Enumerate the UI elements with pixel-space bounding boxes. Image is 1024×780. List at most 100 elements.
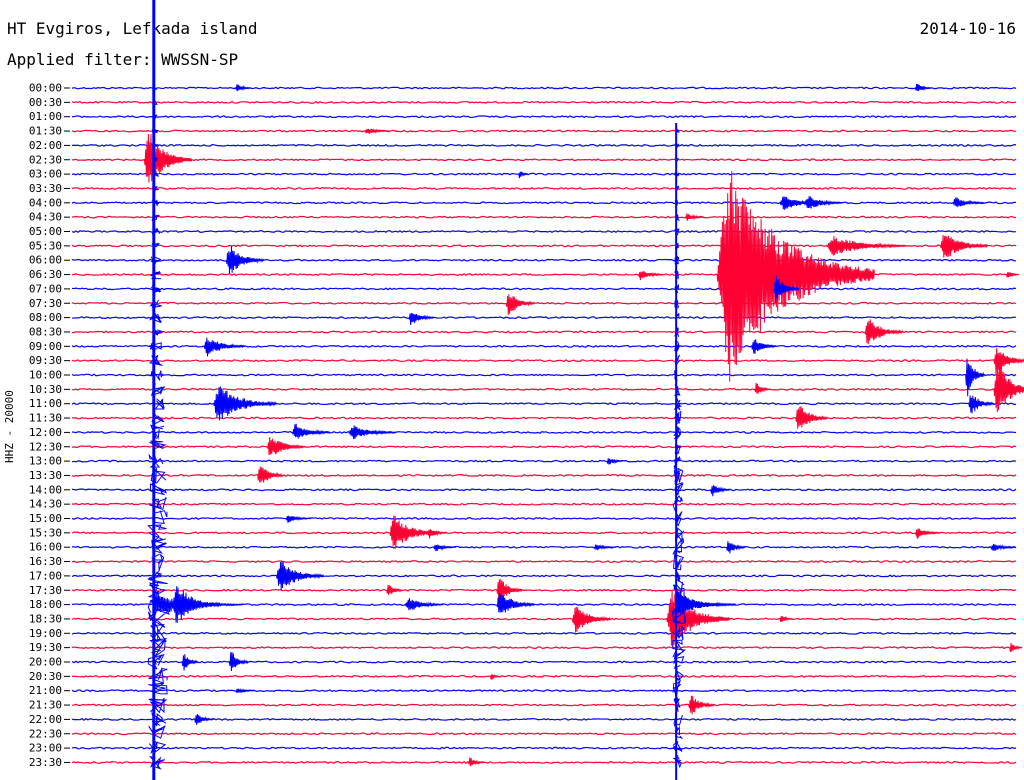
time-tick-label: 02:00 — [29, 139, 62, 152]
time-tick-label: 22:30 — [29, 727, 62, 740]
trace-line-0200 — [71, 143, 1017, 147]
seismic-event — [751, 339, 778, 354]
seismic-event — [386, 585, 403, 595]
time-tick-label: 05:30 — [29, 239, 62, 252]
trace-line-0700 — [71, 287, 1017, 291]
large-event-waveform — [147, 85, 170, 770]
time-tick-label: 18:30 — [29, 612, 62, 625]
time-tick-label: 23:30 — [29, 756, 62, 769]
time-tick-label: 21:00 — [29, 684, 62, 697]
trace-line-0830 — [71, 330, 1017, 334]
trace-line-1130 — [71, 416, 1017, 420]
time-tick-label: 03:00 — [29, 168, 62, 181]
trace-line-1500 — [71, 517, 1017, 520]
trace-line-1300 — [71, 459, 1017, 463]
trace-line-0600 — [71, 258, 1017, 262]
seismic-event — [914, 528, 941, 539]
large-event-onset — [153, 592, 244, 613]
time-tick-label: 23:00 — [29, 742, 62, 755]
seismic-event — [710, 485, 731, 497]
seismic-event — [505, 294, 536, 315]
trace-line-2030 — [71, 674, 1017, 678]
seismic-event — [968, 395, 995, 414]
trace-line-1700 — [71, 574, 1017, 578]
trace-line-1900 — [71, 631, 1017, 635]
seismic-event — [826, 236, 907, 256]
trace-line-2100 — [71, 689, 1017, 693]
time-tick-label: 07:30 — [29, 297, 62, 310]
seismic-event — [726, 541, 746, 554]
time-tick-label: 08:00 — [29, 311, 62, 324]
seismic-event — [754, 382, 771, 394]
time-tick-label: 12:00 — [29, 426, 62, 439]
time-tick-label: 10:00 — [29, 369, 62, 382]
seismic-event — [688, 695, 715, 715]
trace-line-2130 — [71, 703, 1017, 707]
seismic-event — [571, 606, 611, 633]
trace-line-1530 — [71, 531, 1017, 535]
seismic-event — [1006, 271, 1020, 278]
trace-line-0130 — [71, 129, 1017, 133]
time-tick-label: 04:00 — [29, 196, 62, 209]
trace-line-2330 — [71, 760, 1017, 764]
time-tick-label: 16:30 — [29, 555, 62, 568]
seismic-event — [408, 312, 435, 326]
trace-line-1200 — [71, 430, 1017, 434]
trace-line-0000 — [71, 86, 1017, 90]
station-title: HT Evgiros, Lefkada island — [7, 19, 258, 38]
seismic-event — [257, 466, 284, 483]
trace-line-2000 — [71, 660, 1017, 664]
seismic-event — [864, 319, 904, 345]
time-tick-label: 17:30 — [29, 584, 62, 597]
trace-line-1630 — [71, 560, 1017, 564]
time-tick-label: 01:00 — [29, 110, 62, 123]
seismic-event — [773, 275, 800, 303]
trace-line-0030 — [71, 100, 1017, 104]
time-tick-label: 16:00 — [29, 541, 62, 554]
seismic-event — [490, 673, 501, 680]
seismic-event — [213, 386, 277, 421]
seismic-event — [795, 406, 828, 429]
seismic-event — [940, 234, 989, 258]
seismic-event — [266, 436, 306, 456]
seismic-event — [606, 458, 623, 465]
time-tick-label: 08:30 — [29, 325, 62, 338]
record-date: 2014-10-16 — [919, 19, 1016, 38]
seismic-event — [143, 133, 193, 183]
time-tick-label: 10:30 — [29, 383, 62, 396]
trace-line-1730 — [71, 588, 1017, 592]
trace-line-0330 — [71, 186, 1017, 190]
trace-line-1830 — [71, 617, 1017, 621]
trace-line-0430 — [71, 215, 1017, 219]
seismic-event — [965, 358, 985, 397]
seismic-traces — [71, 86, 1017, 764]
trace-line-1600 — [71, 545, 1017, 549]
time-tick-label: 20:30 — [29, 670, 62, 683]
seismic-event — [405, 597, 444, 611]
seismic-event — [952, 197, 985, 208]
seismic-event — [433, 544, 457, 552]
seismic-event — [181, 654, 199, 671]
large-event-waveform — [671, 128, 686, 769]
trace-line-0930 — [71, 359, 1017, 363]
seismic-event — [518, 171, 529, 179]
trace-line-0230 — [71, 158, 1017, 162]
time-tick-label: 17:00 — [29, 569, 62, 582]
large-event-onset — [675, 592, 737, 615]
seismic-event — [637, 270, 664, 281]
time-tick-label: 09:00 — [29, 340, 62, 353]
seismic-event — [235, 84, 252, 92]
time-tick-label: 18:00 — [29, 598, 62, 611]
time-tick-label: 13:00 — [29, 455, 62, 468]
time-tick-label: 00:30 — [29, 96, 62, 109]
large-event — [671, 123, 737, 780]
seismic-event — [203, 337, 246, 357]
trace-line-2200 — [71, 717, 1017, 721]
trace-line-1030 — [71, 387, 1017, 391]
seismic-event — [1009, 642, 1023, 652]
time-tick-label: 00:00 — [29, 82, 62, 95]
trace-line-0500 — [71, 229, 1017, 234]
time-tick-label: 11:00 — [29, 397, 62, 410]
seismic-event — [685, 213, 705, 221]
